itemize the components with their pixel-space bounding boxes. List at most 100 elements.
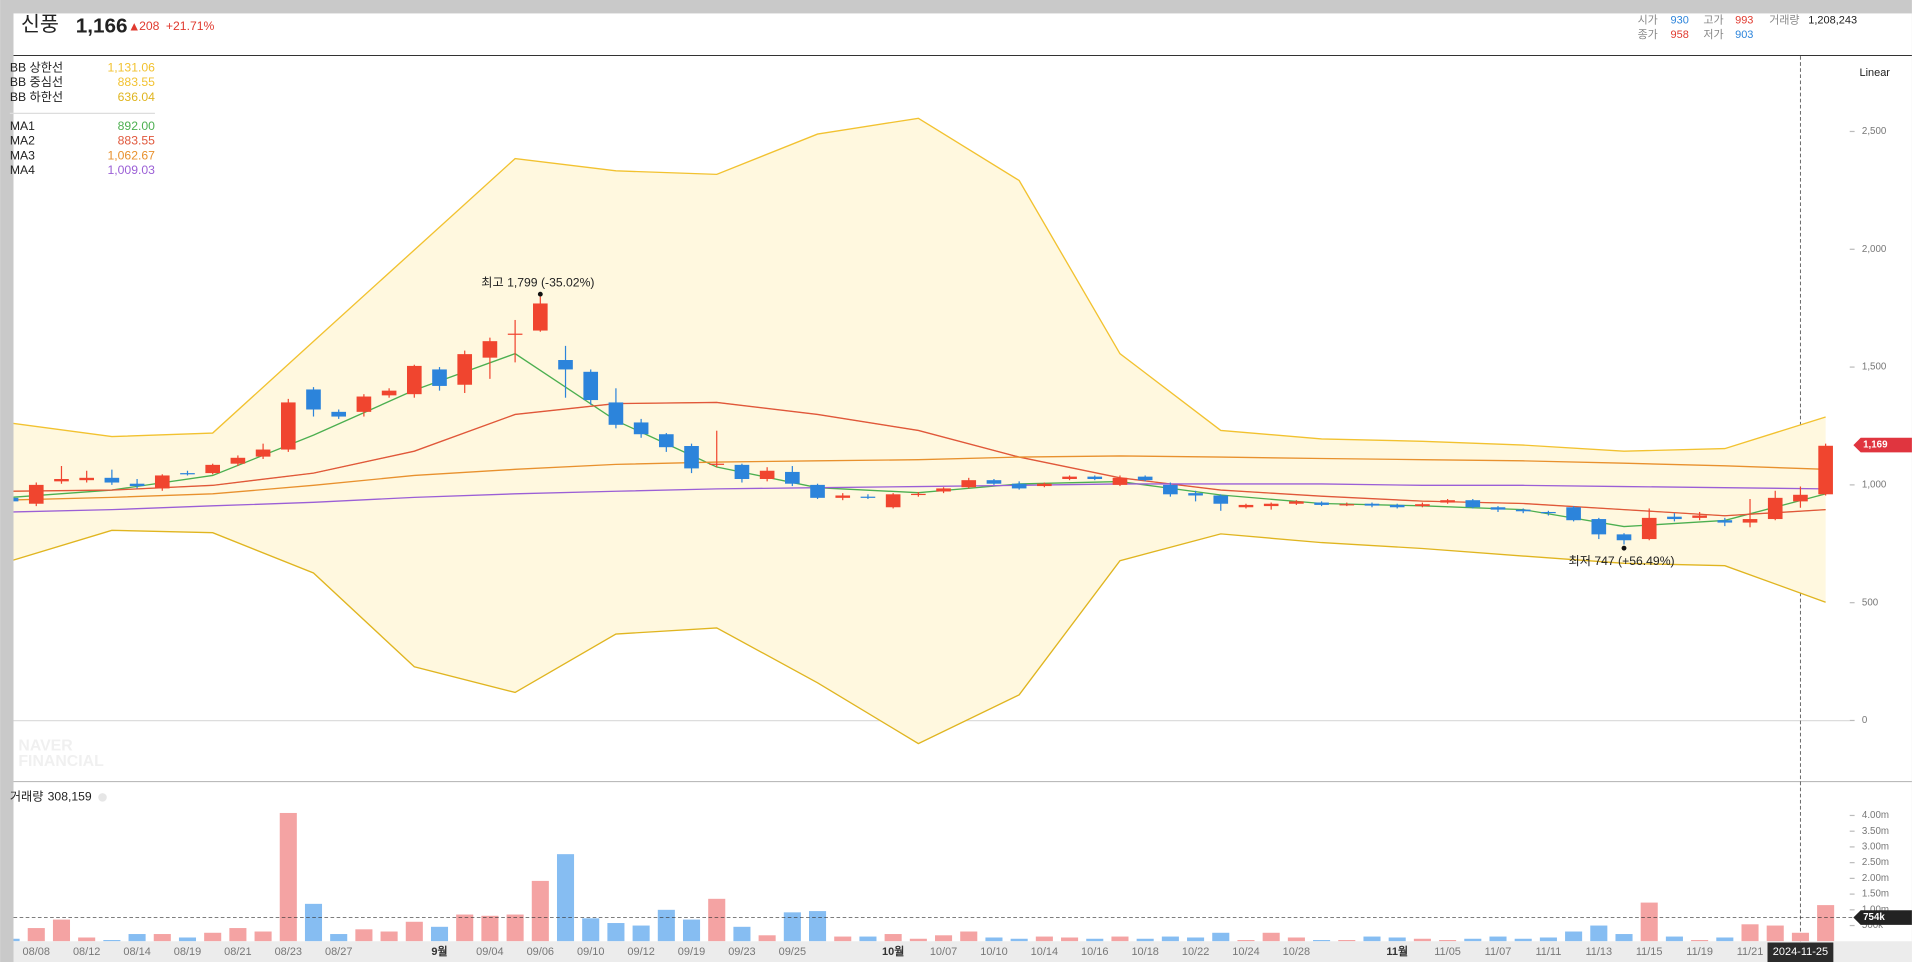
volume-bar	[1565, 931, 1583, 942]
candle-body	[1314, 502, 1329, 505]
volume-bar	[834, 936, 852, 942]
volume-bar	[657, 909, 675, 942]
candle-body	[1541, 511, 1556, 514]
volume-bar	[582, 918, 600, 942]
volume-bar	[758, 935, 776, 942]
candle-body	[1137, 476, 1153, 481]
x-tick-label: 09/06	[527, 946, 554, 958]
volume-bar	[380, 931, 398, 942]
volume-bar	[279, 812, 297, 942]
indicator-line	[13, 483, 1826, 513]
candle-body	[1339, 504, 1355, 506]
x-tick-label: 08/21	[224, 946, 251, 958]
volume-bar	[708, 898, 726, 942]
volume-bar	[1791, 932, 1809, 942]
volume-bar	[1287, 937, 1305, 942]
x-axis-band	[13, 941, 1912, 962]
volume-bar	[128, 934, 146, 942]
volume-tag-label: 754k	[1863, 912, 1885, 923]
volume-bar	[1766, 925, 1784, 942]
candle-body	[1692, 515, 1707, 518]
x-tick-label: 11/07	[1485, 946, 1512, 958]
candle-body	[13, 497, 19, 502]
volume-bar	[909, 938, 927, 942]
stat-value: 903	[1735, 29, 1753, 41]
candle-body	[1238, 504, 1254, 508]
volume-bar	[481, 915, 499, 942]
x-tick-label: 11월	[1386, 944, 1408, 958]
stat-label: 거래량	[1769, 14, 1799, 27]
y-tick-label: 2,500	[1862, 126, 1887, 137]
candle-body	[759, 470, 775, 479]
candle-body	[255, 449, 271, 457]
crosshair-date: 2024-11-25	[1773, 946, 1828, 958]
legend-value: 883.55	[118, 75, 155, 89]
volume-bar	[1010, 938, 1028, 942]
candle-body	[381, 390, 397, 396]
x-tick-label: 10/22	[1182, 946, 1209, 958]
max-annotation: 최고 1,799 (-35.02%)	[481, 275, 594, 289]
candle-body	[1263, 503, 1279, 507]
volume-y-tick-label: 4.00m	[1862, 810, 1889, 821]
overlay: 0 500 1,000 1,500 2,000 2,500 BB 상한선 1,131.06 BB…	[10, 60, 1912, 962]
candle-body	[1767, 497, 1783, 520]
volume-bar	[1262, 932, 1280, 942]
volume-bar	[1539, 937, 1557, 942]
volume-bar	[27, 928, 45, 942]
volume-close-icon[interactable]	[98, 793, 107, 802]
x-tick-label: 11/13	[1585, 946, 1612, 958]
volume-bar	[1237, 940, 1255, 942]
x-tick-label: 10/07	[930, 946, 957, 958]
candle-body	[457, 354, 473, 385]
legend-name: BB 상한선	[10, 60, 63, 74]
legend-name: BB 하한선	[10, 90, 63, 104]
candle-body	[785, 471, 800, 484]
x-tick-label: 09/25	[779, 946, 806, 958]
x-tick-label: 09/23	[728, 946, 755, 958]
candle-body	[835, 495, 851, 498]
candle-body	[1641, 517, 1657, 540]
indicator-line	[13, 401, 1826, 517]
candle-body	[432, 369, 447, 386]
candle-body	[1062, 476, 1077, 479]
legend-value: 892.00	[118, 119, 155, 133]
candle-body	[1440, 500, 1455, 503]
volume-bar	[330, 934, 348, 942]
candle-body	[558, 360, 573, 370]
volume-bar	[1313, 940, 1331, 942]
volume-y-tick-label: 2.50m	[1862, 857, 1889, 868]
x-tick-label: 10/24	[1232, 946, 1259, 958]
volume-bar	[178, 937, 197, 942]
candle-body	[1591, 519, 1607, 535]
volume-bar	[355, 929, 373, 942]
volume-y-tick-label: 500k	[1862, 920, 1883, 931]
candle-body	[1742, 519, 1758, 523]
volume-bar	[1665, 936, 1683, 942]
candle-body	[1616, 534, 1632, 541]
price-change-pct: +21.71%	[166, 19, 215, 33]
x-tick-label: 08/27	[325, 946, 352, 958]
x-tick-label: 09/12	[627, 946, 654, 958]
candle-body	[986, 480, 1002, 484]
x-tick-label: 11/15	[1636, 946, 1663, 958]
volume-bar	[52, 919, 71, 942]
x-tick-label: 09/04	[476, 946, 503, 958]
scale-toggle[interactable]: Linear	[1859, 67, 1890, 79]
candle-body	[28, 484, 44, 504]
candle-body	[1717, 520, 1733, 523]
x-tick-label: 11/11	[1535, 946, 1561, 958]
volume-bar	[884, 934, 902, 942]
x-tick-label: 09/19	[678, 946, 705, 958]
price-change: 208	[139, 19, 160, 33]
volume-bar	[1212, 932, 1230, 942]
y-tick-label: 1,000	[1862, 479, 1887, 490]
candle-body	[129, 483, 145, 487]
volume-bar	[1741, 924, 1759, 942]
max-marker	[537, 291, 543, 297]
volume-bar	[960, 931, 978, 942]
candle-body	[1037, 483, 1052, 487]
volume-current: 308,159	[48, 790, 92, 804]
min-marker	[1621, 545, 1627, 551]
x-tick-label: 10/18	[1131, 946, 1158, 958]
